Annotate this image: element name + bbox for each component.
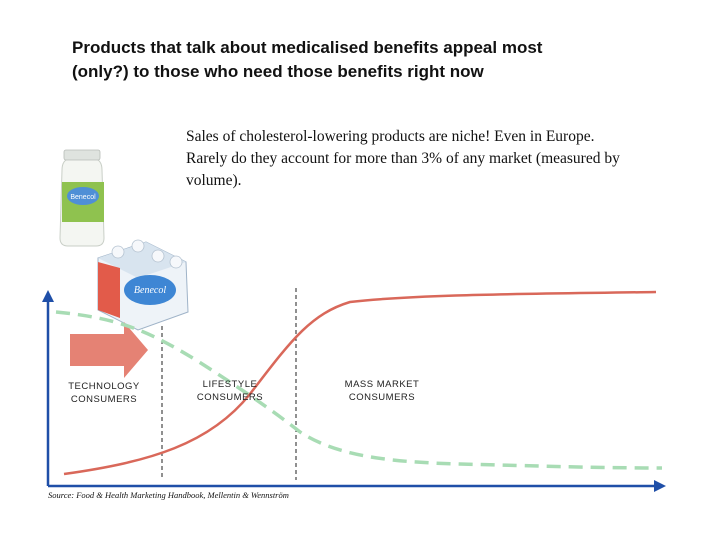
segment-label-lifestyle: LIFESTYLE CONSUMERS [196,379,264,403]
multipack-product-image: Benecol [97,239,189,331]
adoption-curve [63,290,657,476]
x-axis-arrowhead [654,480,666,492]
slide-title-line-2: (only?) to those who need those benefits… [72,62,484,81]
source-citation: Source: Food & Health Marketing Handbook… [48,490,289,500]
segment-label-technology: TECHNOLOGY CONSUMERS [68,381,140,405]
bottle-product-image: Benecol [40,140,150,250]
slide-title-line-1: Products that talk about medicalised ben… [72,38,543,57]
market-note: Sales of cholesterol-lowering products a… [186,128,620,189]
technology-arrow [70,322,148,378]
slide-title: Products that talk about medicalised ben… [72,36,672,84]
multipack-brand-text: Benecol [134,285,166,296]
segment-label-mass-market: MASS MARKET CONSUMERS [344,379,420,403]
y-axis-arrowhead [42,290,54,302]
bottle-brand-text: Benecol [70,194,96,201]
